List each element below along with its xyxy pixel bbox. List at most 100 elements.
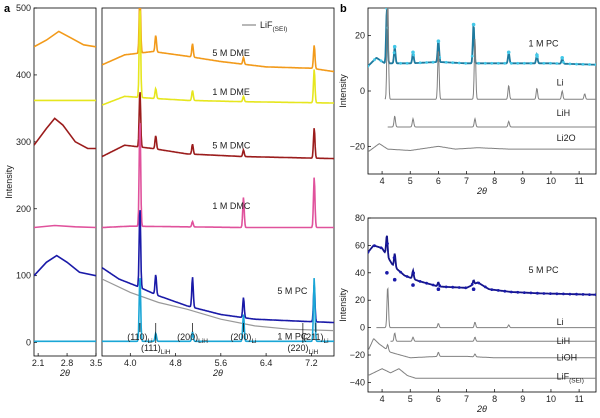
chart-a-right: 4.0 4.8 5.6 6.4 7.2 2θ 5 M DME 1 M DME 5 M DMC 1 … [101, 7, 335, 378]
y-tick-label: 20 [355, 31, 365, 41]
series-line-lif [368, 368, 596, 379]
data-point [555, 62, 559, 65]
data-point [483, 285, 487, 289]
x-tick-label: 6 [436, 176, 441, 186]
plot-frame [101, 7, 335, 357]
data-point [581, 62, 585, 66]
data-point [529, 61, 533, 65]
series-label: LiOH [557, 352, 578, 362]
data-point [436, 287, 441, 292]
series-label: LiH [557, 108, 571, 118]
data-point [425, 281, 428, 285]
legend-label: LiF(SEI) [260, 20, 287, 33]
data-point [506, 50, 511, 55]
data-point [555, 292, 559, 296]
y-tick-label: −40 [350, 377, 365, 387]
data-point [516, 290, 520, 294]
series-label: Li2O [557, 133, 576, 143]
series-label: 5 M DME [212, 48, 250, 58]
x-tick-label: 8 [492, 394, 497, 404]
data-point [431, 283, 435, 287]
data-point [399, 61, 402, 65]
data-point [451, 61, 455, 65]
x-axis-label: 2θ [59, 368, 70, 378]
data-point [412, 53, 415, 57]
data-point [496, 61, 500, 65]
series-line-lih [390, 332, 596, 342]
data-point [444, 60, 448, 64]
data-point [496, 289, 500, 292]
series-label: 5 M PC [277, 286, 308, 296]
series-label: LiH [557, 336, 571, 346]
series-line-1-m-dme [102, 10, 334, 106]
data-point [392, 277, 397, 282]
data-point [411, 283, 415, 287]
data-point [411, 50, 415, 55]
data-point [431, 60, 435, 64]
series-label: 5 M DMC [212, 141, 251, 151]
series-line-series-4 [34, 254, 96, 277]
data-point [522, 61, 526, 65]
data-point [405, 275, 409, 278]
data-point [399, 270, 402, 274]
series-line-5-m-dme [102, 8, 334, 73]
data-point [503, 61, 507, 65]
x-tick-label: 6 [436, 394, 441, 404]
y-tick-label: 500 [16, 3, 31, 13]
data-point [464, 286, 468, 290]
y-tick-label: 20 [355, 295, 365, 305]
series-line-lif-sei-fit [102, 278, 334, 332]
data-point [451, 285, 455, 289]
chart-b-top: 4 5 6 7 8 9 10 11 −20 0 20 2θ Intensity 1 M PC Li LiH Li… [338, 7, 597, 196]
data-point [568, 62, 572, 66]
x-tick-label: 10 [546, 394, 556, 404]
x-tick-label: 11 [574, 394, 583, 404]
data-point [373, 58, 376, 62]
y-tick-label: 80 [355, 213, 365, 223]
series-line-series-2 [34, 117, 96, 150]
x-tick-label: 8 [492, 176, 497, 186]
data-point [471, 287, 476, 292]
y-axis-label: Intensity [338, 74, 348, 108]
x-tick-label: 4.0 [124, 358, 137, 368]
y-tick-label: 40 [355, 268, 365, 278]
data-point [594, 293, 596, 297]
x-tick-label: 7 [464, 394, 469, 404]
data-point [588, 293, 591, 296]
data-point [509, 290, 513, 294]
data-point [575, 62, 578, 66]
series-label: 1 M PC [277, 331, 308, 341]
data-point [418, 61, 422, 65]
x-tick-label: 7.2 [305, 358, 318, 368]
y-tick-label: −20 [350, 141, 365, 151]
y-tick-label: 0 [360, 86, 365, 96]
data-point [509, 61, 513, 65]
series-line-lih [387, 115, 596, 128]
x-axis-label: 2θ [476, 186, 487, 196]
y-tick-label: 300 [16, 137, 31, 147]
x-tick-label: 4 [380, 176, 385, 186]
data-point [562, 292, 565, 296]
data-point [386, 242, 389, 246]
reflection-label: (220)LiH [287, 343, 318, 356]
data-point [368, 250, 370, 254]
data-point [392, 256, 396, 260]
data-point [470, 54, 474, 58]
reflection-label: (211)Li [303, 332, 328, 345]
data-point [425, 61, 428, 64]
y-tick-label: 200 [16, 204, 31, 214]
x-tick-label: 11 [574, 176, 583, 186]
reflection-label: (200)LiH [177, 332, 208, 345]
chart-b-bottom: 4 5 6 7 8 9 10 11 −40 −20 0 20 40 60 80 2θ Intensity 5 M … [338, 213, 597, 414]
x-tick-label: 5 [408, 176, 413, 186]
series-line-series-3 [34, 224, 96, 229]
x-tick-label: 5.6 [215, 358, 228, 368]
data-point [568, 292, 572, 296]
data-point [503, 289, 507, 293]
y-axis-label: Intensity [4, 165, 14, 199]
reflection-label: (110)Li [127, 332, 152, 345]
y-tick-label: 0 [26, 338, 31, 348]
panel-label-a: a [4, 3, 11, 15]
data-point [477, 61, 481, 65]
